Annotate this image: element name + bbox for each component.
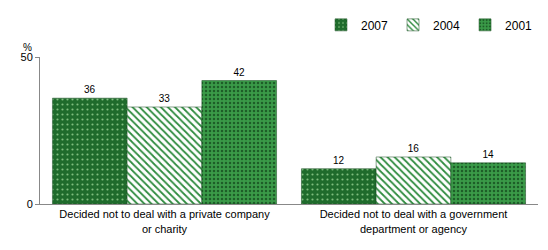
svg-text:2004: 2004 bbox=[433, 19, 460, 33]
svg-text:0: 0 bbox=[27, 198, 33, 210]
svg-text:14: 14 bbox=[482, 149, 494, 160]
svg-text:36: 36 bbox=[84, 84, 96, 95]
svg-text:2001: 2001 bbox=[505, 19, 532, 33]
svg-text:%: % bbox=[23, 42, 32, 53]
svg-text:33: 33 bbox=[159, 93, 171, 104]
svg-text:42: 42 bbox=[233, 67, 245, 78]
svg-text:Decided not to deal with a pri: Decided not to deal with a private compa… bbox=[59, 208, 270, 234]
svg-text:12: 12 bbox=[333, 155, 345, 166]
svg-text:Decided not to deal with a gov: Decided not to deal with a governmentdep… bbox=[320, 208, 508, 234]
svg-text:50: 50 bbox=[21, 51, 33, 63]
svg-text:16: 16 bbox=[408, 143, 420, 154]
svg-text:2007: 2007 bbox=[361, 19, 388, 33]
